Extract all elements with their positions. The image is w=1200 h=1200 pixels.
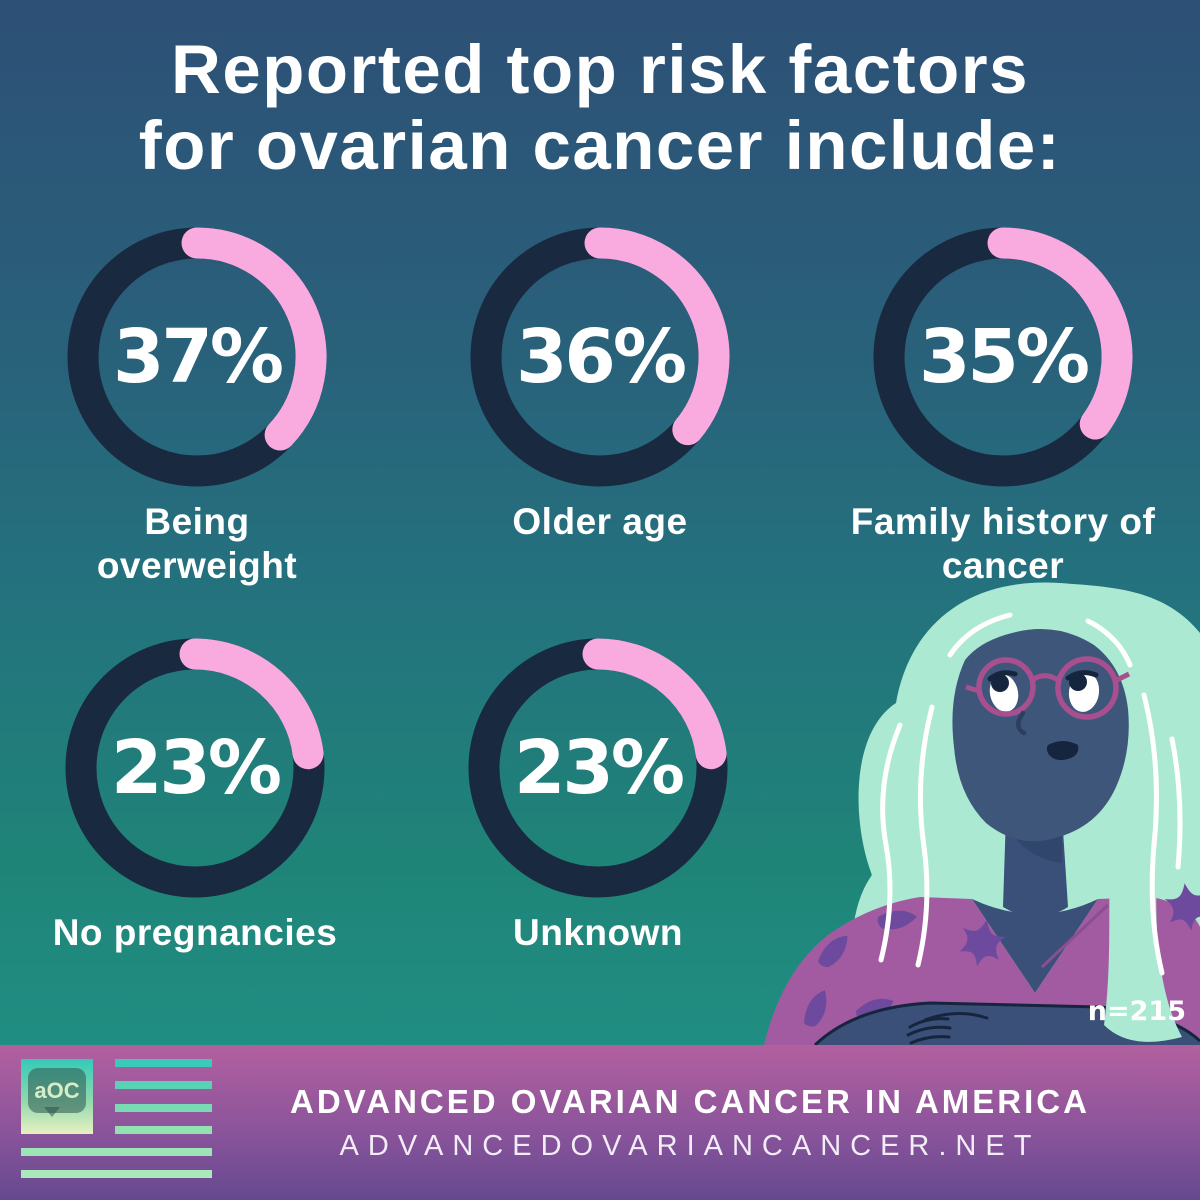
speech-bubble-icon: aOC xyxy=(28,1068,86,1117)
donut-gauge: 23% Unknown xyxy=(398,633,798,955)
donut-gauge: 35% Family history of cancer xyxy=(803,222,1200,587)
donut-ring: 35% xyxy=(868,222,1138,492)
footer-title: ADVANCED OVARIAN CANCER IN AMERICA xyxy=(290,1082,1090,1120)
donut-label-line: Older age xyxy=(512,501,688,542)
donut-value: 35% xyxy=(918,314,1090,400)
hair-highlight-strands xyxy=(878,612,1183,976)
donut-gauge: 23% No pregnancies xyxy=(0,633,395,955)
donut-value: 23% xyxy=(513,725,685,811)
donut-ring: 23% xyxy=(463,633,733,903)
donut-ring-svg xyxy=(67,227,327,487)
chest-skin xyxy=(972,899,1098,993)
ring-progress-arc xyxy=(987,227,1133,440)
donut-ring: 37% xyxy=(62,222,332,492)
donut-label: Unknown xyxy=(398,911,798,955)
donut-label-line: overweight xyxy=(96,544,298,586)
donut-value: 37% xyxy=(112,314,284,400)
donut-gauge: 36% Older age xyxy=(400,222,800,544)
donut-value: 23% xyxy=(110,725,282,811)
donut-ring-svg xyxy=(468,638,728,898)
donut-value: 36% xyxy=(515,314,687,400)
flag-stripe xyxy=(115,1059,212,1067)
donut-label-line: Being xyxy=(144,501,250,542)
aoc-logo-text: aOC xyxy=(34,1077,80,1103)
ring-progress-arc xyxy=(179,638,324,770)
mouth xyxy=(1046,741,1079,761)
donut-ring-svg xyxy=(65,638,325,898)
page-title-line2: for ovarian cancer include: xyxy=(138,106,1062,184)
footer-url: ADVANCEDOVARIANCANCER.NET xyxy=(339,1129,1041,1162)
aoc-logo-canton: aOC xyxy=(21,1059,93,1134)
ring-progress-arc xyxy=(582,638,727,770)
flag-stripe xyxy=(115,1104,212,1112)
donut-label: Being overweight xyxy=(0,500,397,587)
nose xyxy=(1016,710,1027,736)
donut-ring-svg xyxy=(470,227,730,487)
footer-banner: aOC ADVANCED OVARIAN CANCER IN AMERICA A… xyxy=(0,1045,1200,1200)
donut-label-line: cancer xyxy=(941,544,1065,586)
donut-label: Older age xyxy=(400,500,800,544)
eyes xyxy=(987,670,1100,712)
donut-label: Family history of cancer xyxy=(803,500,1200,587)
donut-label: No pregnancies xyxy=(0,911,395,955)
flag-stripe xyxy=(21,1148,212,1156)
donut-gauge: 37% Being overweight xyxy=(0,222,397,587)
page-title: Reported top risk factors for ovarian can… xyxy=(0,32,1200,184)
aoc-flag-logo: aOC xyxy=(21,1059,212,1178)
donut-ring: 23% xyxy=(60,633,330,903)
hand xyxy=(906,1011,989,1045)
flag-stripe xyxy=(21,1170,212,1178)
donut-ring: 36% xyxy=(465,222,735,492)
flag-stripe xyxy=(115,1081,212,1089)
donut-label-line: Unknown xyxy=(513,912,683,953)
sample-size-note: n=215 xyxy=(1087,996,1186,1027)
ring-progress-arc xyxy=(584,227,730,446)
donut-ring-svg xyxy=(873,227,1133,487)
page-title-line1: Reported top risk factors xyxy=(171,31,1029,108)
donut-label-line: No pregnancies xyxy=(52,912,338,953)
flag-stripe xyxy=(115,1126,212,1134)
glasses-icon xyxy=(965,656,1131,720)
woman-thinking-illustration xyxy=(764,582,1200,1045)
donut-label-line: Family history of xyxy=(850,501,1156,542)
ring-progress-arc xyxy=(181,227,327,451)
footer-text-block: ADVANCED OVARIAN CANCER IN AMERICA ADVAN… xyxy=(180,1045,1200,1200)
